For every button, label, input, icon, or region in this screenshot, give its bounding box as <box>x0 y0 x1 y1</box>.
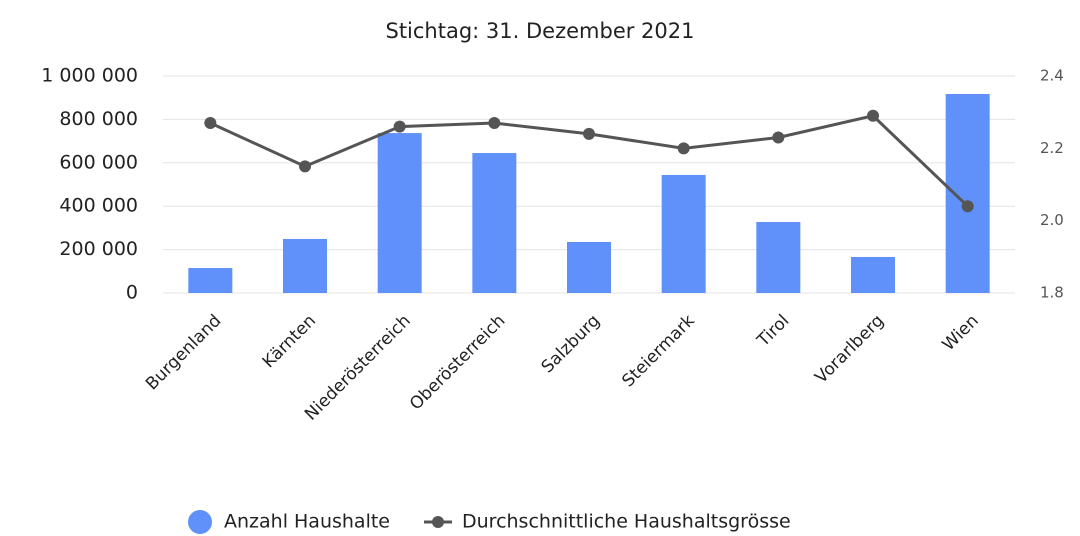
legend-swatch <box>432 516 444 528</box>
bar <box>472 153 517 293</box>
y2-tick-label: 2.0 <box>1040 211 1064 229</box>
legend-label: Durchschnittliche Haushaltsgrösse <box>462 511 791 533</box>
legend-label: Anzahl Haushalte <box>224 511 390 533</box>
legend-swatch <box>188 510 212 534</box>
bar <box>188 268 233 293</box>
y2-tick-label: 2.4 <box>1040 67 1064 85</box>
line-point <box>299 160 311 173</box>
y-tick-label: 400 000 <box>59 195 138 217</box>
x-tick-label: Wien <box>939 311 983 355</box>
y-tick-label: 1 000 000 <box>41 65 138 87</box>
x-tick-label: Steiermark <box>618 311 698 391</box>
bar <box>377 133 422 293</box>
bar <box>567 242 611 293</box>
line-point <box>867 109 879 122</box>
bar <box>851 256 895 293</box>
line-point <box>488 117 501 130</box>
chart-title: Stichtag: 31. Dezember 2021 <box>385 19 694 43</box>
line-point <box>961 200 974 213</box>
x-tick-label: Niederösterreich <box>301 311 415 425</box>
y2-tick-label: 2.2 <box>1040 139 1064 157</box>
line-point <box>772 131 785 144</box>
x-tick-label: Burgenland <box>142 311 225 394</box>
line-point <box>204 117 217 130</box>
y2-tick-label: 1.8 <box>1040 284 1064 302</box>
bar <box>283 238 327 293</box>
y-tick-label: 200 000 <box>59 238 138 260</box>
y-tick-label: 0 <box>126 282 138 304</box>
y-tick-label: 800 000 <box>59 108 138 130</box>
x-tick-label: Vorarlberg <box>811 311 888 388</box>
y-tick-label: 600 000 <box>59 151 138 173</box>
line-point <box>393 120 406 133</box>
bar <box>756 222 801 293</box>
x-tick-label: Tirol <box>753 311 794 352</box>
line-point <box>583 127 595 140</box>
bar <box>661 174 706 293</box>
line-point <box>677 142 690 155</box>
x-tick-label: Oberösterreich <box>406 311 509 414</box>
x-tick-label: Kärnten <box>259 311 320 372</box>
x-tick-label: Salzburg <box>538 311 604 377</box>
